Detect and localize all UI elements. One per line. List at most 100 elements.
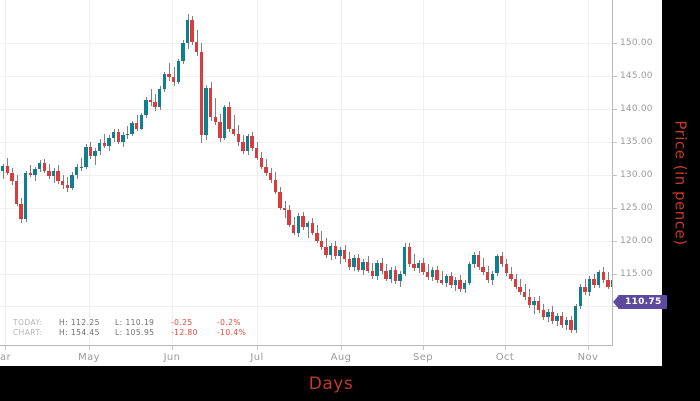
candle-body-down <box>259 157 264 167</box>
gridline-vertical <box>588 0 589 346</box>
candle-body-up <box>98 143 102 151</box>
candle-body-down <box>273 179 277 192</box>
candle-wick <box>442 270 443 286</box>
candle-body-down <box>218 121 222 138</box>
candle-body-up <box>467 264 471 283</box>
candle-body-down <box>19 203 23 220</box>
candle-body-down <box>393 269 398 282</box>
gridline-horizontal <box>0 241 613 242</box>
candle-body-up <box>176 61 180 83</box>
candle-body-up <box>490 273 495 281</box>
stats-overlay: TODAY: H: 112.25 L: 110.19 -0.25 -0.2% CHART:… <box>13 318 246 338</box>
candle-body-down <box>421 262 425 273</box>
candle-body-down <box>583 286 587 292</box>
y-axis: 110.00115.00120.00125.00130.00135.00140.… <box>613 0 667 346</box>
y-axis-tick <box>613 76 617 77</box>
candle-body-down <box>407 247 411 265</box>
y-axis-tick <box>613 109 617 110</box>
candle-body-down <box>42 162 46 171</box>
candle-body-down <box>65 185 70 188</box>
candle-body-down <box>255 148 259 158</box>
candle-body-down <box>435 269 439 281</box>
candle-body-up <box>375 262 379 277</box>
candle-body-up <box>578 286 582 307</box>
x-axis-label: ar <box>0 352 12 363</box>
candle-body-down <box>14 181 19 204</box>
candle-body-up <box>162 74 167 89</box>
x-axis-tick <box>505 346 506 350</box>
candle-body-up <box>416 262 421 269</box>
candle-body-down <box>61 181 65 186</box>
candle-body-down <box>481 266 485 273</box>
candle-body-down <box>88 146 93 157</box>
plot-right-border <box>612 0 613 346</box>
candle-body-up <box>564 319 569 325</box>
candle-body-down <box>116 132 120 142</box>
x-axis-label: Oct <box>495 352 515 363</box>
candle-body-up <box>84 146 88 167</box>
candle-body-down <box>287 210 291 225</box>
candle-body-up <box>361 261 365 270</box>
candle-body-up <box>222 107 227 138</box>
candle-wick <box>174 66 175 87</box>
candle-body-down <box>10 173 14 182</box>
candle-body-down <box>153 102 157 108</box>
candle-body-up <box>402 247 407 274</box>
candle-body-down <box>509 273 513 279</box>
candle-wick <box>483 257 484 275</box>
candle-wick <box>95 148 96 166</box>
candle-wick <box>534 297 535 315</box>
candle-body-up <box>33 169 37 175</box>
candle-body-up <box>24 173 28 220</box>
x-axis-label: Aug <box>330 352 352 363</box>
stats-cell: -10.4% <box>217 328 247 337</box>
candle-wick <box>234 115 235 137</box>
x-axis-tick <box>5 346 6 350</box>
candle-body-down <box>199 52 204 136</box>
x-axis-tick <box>172 346 173 350</box>
candle-body-down <box>379 262 384 271</box>
candle-body-down <box>476 255 481 267</box>
candle-body-down <box>5 166 9 174</box>
candle-body-down <box>232 128 236 134</box>
stats-cell: H: 112.25 <box>59 318 100 327</box>
candle-wick <box>321 231 322 250</box>
candle-body-down <box>439 280 444 283</box>
candle-body-up <box>107 137 111 146</box>
y-axis-label: 135.00 <box>620 137 653 147</box>
x-axis: ar May Jun Jul Aug Sep Oct Nov <box>0 346 613 366</box>
candle-body-down <box>310 223 314 233</box>
candle-body-up <box>185 20 190 43</box>
candle-body-up <box>79 166 83 168</box>
candle-body-up <box>398 273 402 282</box>
candle-body-down <box>134 123 139 129</box>
candle-body-up <box>610 280 613 287</box>
stats-cell: -0.25 <box>171 318 193 327</box>
candle-body-down <box>384 270 388 279</box>
gridline-horizontal <box>0 76 613 77</box>
stats-cell: TODAY: <box>13 318 43 327</box>
gridline-horizontal <box>0 43 613 44</box>
candle-body-up <box>430 269 435 278</box>
gridline-vertical <box>341 0 342 346</box>
gridline-vertical <box>505 0 506 346</box>
candle-wick <box>30 165 31 178</box>
candle-body-up <box>296 215 301 233</box>
candle-body-down <box>268 173 273 180</box>
candlestick-plot-area[interactable] <box>0 0 613 346</box>
candle-body-down <box>56 170 60 182</box>
candle-body-down <box>513 278 518 287</box>
x-axis-label: Sep <box>412 352 434 363</box>
y-axis-label: 120.00 <box>620 236 653 246</box>
x-axis-label: May <box>78 352 100 363</box>
candle-body-down <box>569 319 573 331</box>
x-axis-tick <box>341 346 342 350</box>
candle-body-down <box>504 264 508 274</box>
candle-body-up <box>587 278 592 292</box>
x-axis-tick <box>89 346 90 350</box>
gridline-vertical <box>172 0 173 346</box>
candle-body-up <box>158 88 162 108</box>
current-price-badge[interactable]: 110.75 <box>618 294 667 309</box>
candle-body-down <box>190 20 194 42</box>
